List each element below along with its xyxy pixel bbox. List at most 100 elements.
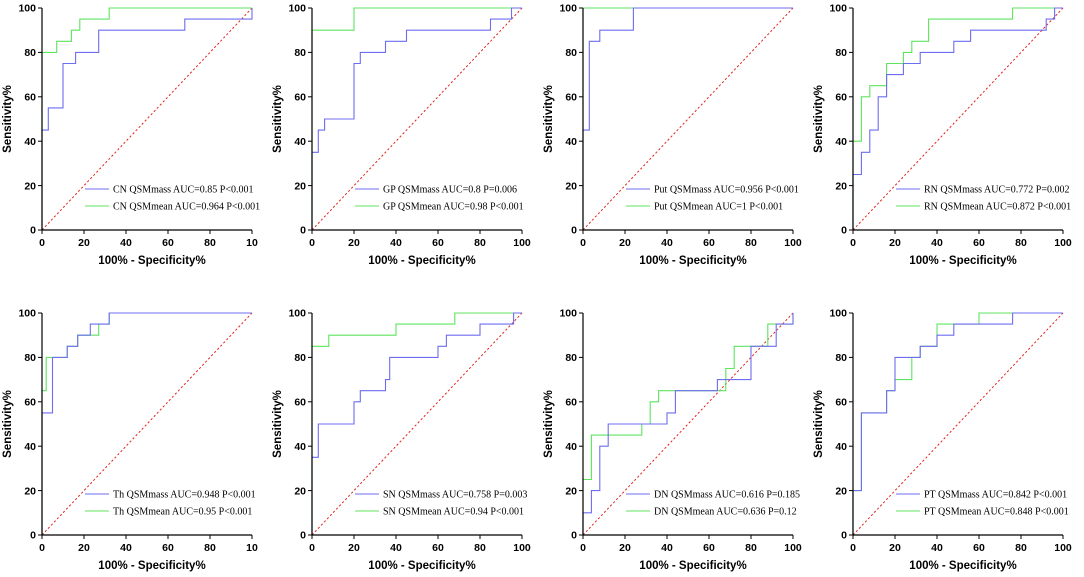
- x-axis-title: 100% - Specificity%: [98, 560, 205, 572]
- y-tick-label: 40: [294, 136, 306, 148]
- y-tick-label: 20: [24, 180, 36, 192]
- roc-panel-cn: 0 20 40 60 80 100 0 20 40 60 80 10 100% - Specificit…: [2, 3, 260, 267]
- y-tick-label: 100: [288, 308, 306, 320]
- y-tick-label: 0: [300, 225, 306, 237]
- x-tick-label: 80: [1015, 542, 1027, 554]
- x-tick-label: 0: [850, 542, 856, 554]
- y-tick-label: 0: [571, 225, 577, 237]
- x-tick-label: 100: [784, 237, 802, 249]
- y-tick-label: 0: [300, 530, 306, 542]
- x-tick-label: 20: [348, 542, 360, 554]
- x-tick-label: 80: [204, 542, 216, 554]
- x-tick-label: 40: [661, 237, 673, 249]
- x-tick-label: 0: [309, 237, 315, 249]
- y-tick-label: 60: [565, 397, 577, 409]
- reference-diagonal: [852, 312, 1064, 536]
- y-axis-title: Sensitivity%: [543, 390, 555, 458]
- x-tick-label: 100: [513, 237, 531, 249]
- x-tick-label: 20: [619, 542, 631, 554]
- y-axis-title: Sensitivity%: [2, 85, 14, 153]
- x-tick-label: 40: [931, 237, 943, 249]
- y-tick-label: 0: [30, 530, 36, 542]
- y-tick-label: 60: [835, 92, 847, 104]
- roc-panel-dn: 0 20 40 60 80 100 0 20 40 60 80 100 100% - Specifici…: [543, 308, 802, 572]
- y-tick-label: 100: [18, 3, 36, 15]
- x-tick-label: 60: [432, 237, 444, 249]
- x-tick-label: 100: [1054, 542, 1072, 554]
- reference-diagonal: [41, 7, 253, 231]
- x-tick-label: 10: [246, 237, 258, 249]
- series-line-qsmmass: [41, 8, 253, 230]
- x-axis-title: 100% - Specificity%: [98, 255, 205, 267]
- x-tick-label: 100: [784, 542, 802, 554]
- y-axis-title: Sensitivity%: [543, 85, 555, 153]
- x-tick-label: 80: [745, 237, 757, 249]
- series-line-qsmmean: [41, 7, 252, 230]
- x-tick-label: 20: [889, 237, 901, 249]
- legend-label-qsmmass: Put QSMmass AUC=0.956 P<0.001: [654, 185, 799, 196]
- y-tick-label: 80: [24, 352, 36, 364]
- x-tick-label: 10: [246, 542, 258, 554]
- x-tick-label: 0: [850, 237, 856, 249]
- y-axis-title: Sensitivity%: [2, 390, 14, 458]
- reference-diagonal: [582, 7, 794, 231]
- y-tick-label: 60: [294, 397, 306, 409]
- x-tick-label: 20: [619, 237, 631, 249]
- y-tick-label: 20: [294, 485, 306, 497]
- y-tick-label: 100: [559, 308, 577, 320]
- legend-label-qsmmass: GP QSMmass AUC=0.8 P=0.006: [383, 185, 517, 196]
- x-tick-label: 40: [390, 237, 402, 249]
- y-axis-title: Sensitivity%: [813, 85, 825, 153]
- y-tick-label: 20: [294, 180, 306, 192]
- y-tick-label: 20: [24, 485, 36, 497]
- x-tick-label: 60: [703, 237, 715, 249]
- x-tick-label: 40: [120, 237, 132, 249]
- series-line-qsmmean: [582, 313, 794, 535]
- x-tick-label: 80: [474, 542, 486, 554]
- roc-panel-gp: 0 20 40 60 80 100 0 20 40 60 80 100 100% - Specifici…: [272, 3, 531, 267]
- y-tick-label: 20: [835, 485, 847, 497]
- x-tick-label: 0: [580, 237, 586, 249]
- series-line-qsmmean: [852, 7, 1063, 230]
- y-tick-label: 60: [835, 397, 847, 409]
- roc-panel-put: 0 20 40 60 80 100 0 20 40 60 80 100 100% - Specifici…: [543, 3, 802, 267]
- y-tick-label: 40: [565, 441, 577, 453]
- series-line-qsmmass: [582, 313, 794, 535]
- y-tick-label: 80: [565, 352, 577, 364]
- series-line-qsmmass: [852, 312, 1063, 535]
- x-axis-title: 100% - Specificity%: [639, 255, 746, 267]
- x-tick-label: 20: [348, 237, 360, 249]
- y-tick-label: 100: [288, 3, 306, 15]
- x-tick-label: 80: [474, 237, 486, 249]
- legend-label-qsmmass: DN QSMmass AUC=0.616 P=0.185: [654, 490, 800, 501]
- y-tick-label: 40: [24, 441, 36, 453]
- x-tick-label: 100: [1054, 237, 1072, 249]
- x-tick-label: 40: [390, 542, 402, 554]
- legend-label-qsmmass: Th QSMmass AUC=0.948 P<0.001: [113, 490, 256, 501]
- y-tick-label: 40: [835, 136, 847, 148]
- y-tick-label: 20: [835, 180, 847, 192]
- y-tick-label: 60: [24, 397, 36, 409]
- series-line-qsmmass: [582, 7, 793, 230]
- x-tick-label: 20: [889, 542, 901, 554]
- y-tick-label: 60: [294, 92, 306, 104]
- legend-label-qsmmass: RN QSMmass AUC=0.772 P=0.002: [924, 185, 1069, 196]
- x-tick-label: 40: [931, 542, 943, 554]
- y-tick-label: 60: [24, 92, 36, 104]
- x-tick-label: 60: [973, 542, 985, 554]
- x-tick-label: 0: [580, 542, 586, 554]
- roc-panel-th: 0 20 40 60 80 100 0 20 40 60 80 10 100% - Specificit…: [2, 308, 258, 572]
- x-tick-label: 80: [1015, 237, 1027, 249]
- series-line-qsmmass: [311, 312, 522, 535]
- roc-panel-sn: 0 20 40 60 80 100 0 20 40 60 80 100 100% - Specifici…: [272, 308, 531, 572]
- x-tick-label: 60: [703, 542, 715, 554]
- y-tick-label: 20: [565, 180, 577, 192]
- x-tick-label: 60: [162, 542, 174, 554]
- x-tick-label: 0: [39, 542, 45, 554]
- x-axis-title: 100% - Specificity%: [368, 560, 475, 572]
- y-axis-title: Sensitivity%: [272, 85, 284, 153]
- y-tick-label: 60: [565, 92, 577, 104]
- legend-label-qsmmean: CN QSMmean AUC=0.964 P<0.001: [113, 202, 260, 213]
- y-tick-label: 20: [565, 485, 577, 497]
- y-tick-label: 40: [565, 136, 577, 148]
